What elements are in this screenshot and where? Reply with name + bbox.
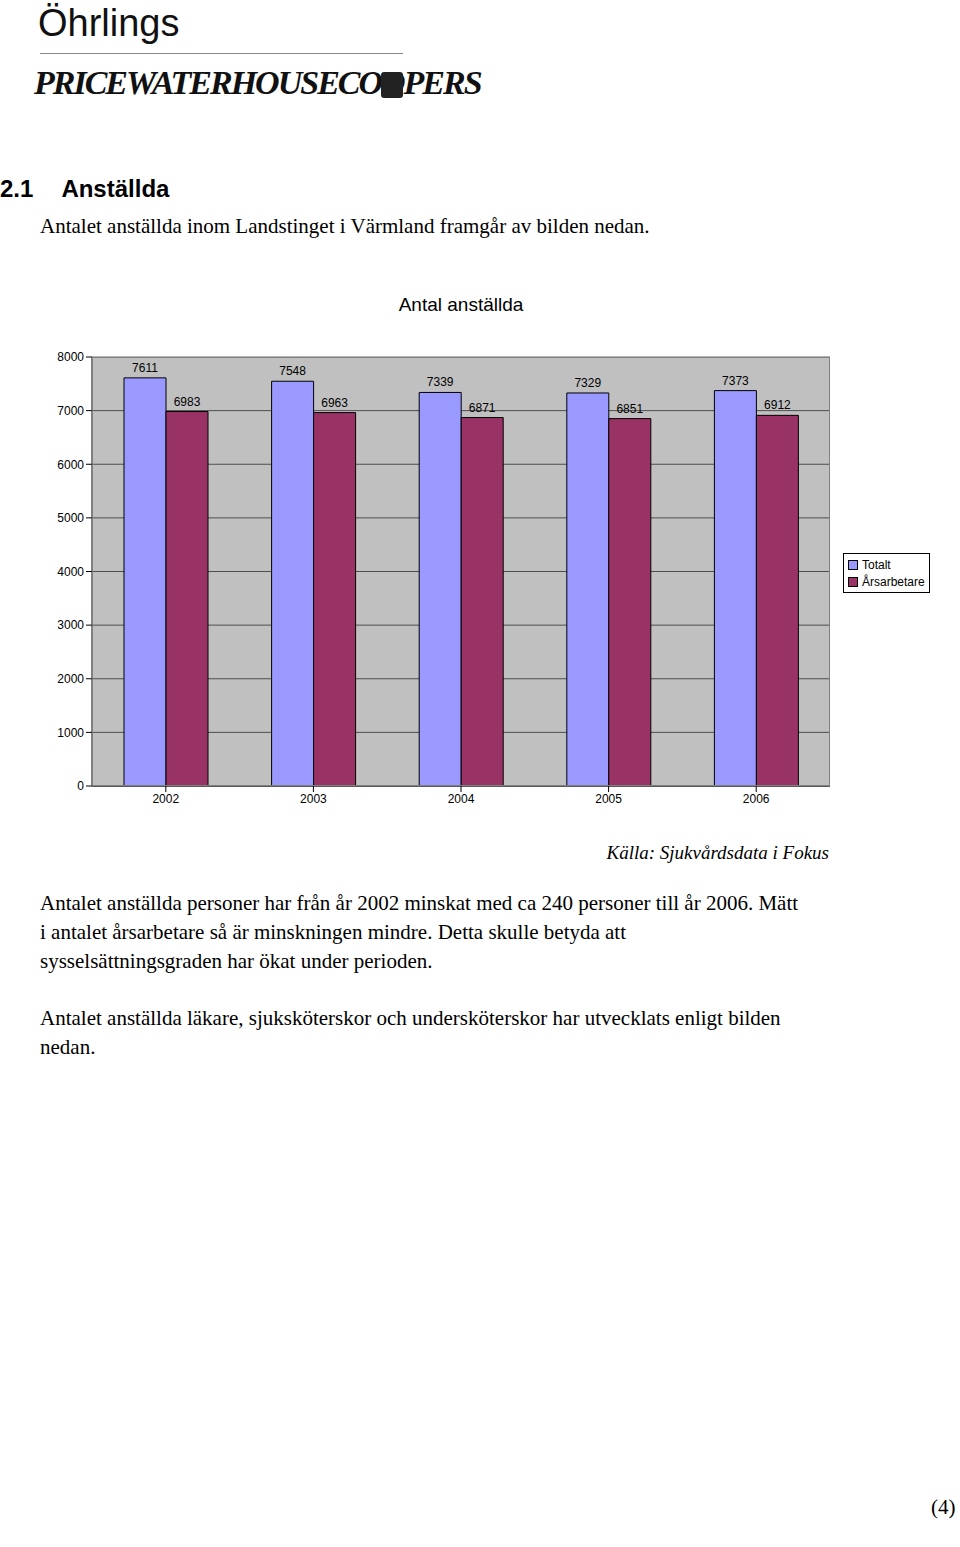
- svg-text:2005: 2005: [595, 792, 622, 806]
- svg-text:6000: 6000: [57, 458, 84, 472]
- svg-text:2002: 2002: [152, 792, 179, 806]
- svg-text:6912: 6912: [764, 398, 791, 412]
- svg-text:7339: 7339: [427, 375, 454, 389]
- html-text:i antalet årsarbetare så är mi: i antalet årsarbetare så är minskningen …: [40, 920, 626, 944]
- html-text:Antalet anställda läkare, sjuk: Antalet anställda läkare, sjuksköterskor…: [40, 1006, 781, 1030]
- svg-text:0: 0: [77, 779, 84, 793]
- html-text:sysselsättningsgraden har ökat: sysselsättningsgraden har ökat under per…: [40, 949, 433, 973]
- svg-text:6963: 6963: [321, 396, 348, 410]
- html-text:Antalet anställda inom Landsti: Antalet anställda inom Landstinget i Vär…: [40, 214, 650, 238]
- html-text:2.1: 2.1: [0, 175, 34, 202]
- svg-text:7000: 7000: [57, 404, 84, 418]
- html-text:Källa: Sjukvårdsdata i Fokus: Källa: Sjukvårdsdata i Fokus: [606, 842, 829, 863]
- html-text:Antal anställda: Antal anställda: [398, 294, 524, 315]
- html-text:Antalet anställda personer har: Antalet anställda personer har från år 2…: [40, 891, 799, 915]
- svg-text:7373: 7373: [722, 374, 749, 388]
- svg-text:8000: 8000: [57, 350, 84, 364]
- svg-text:7611: 7611: [132, 361, 158, 375]
- svg-text:1000: 1000: [57, 726, 84, 740]
- html-text:Öhrlings: Öhrlings: [38, 2, 180, 44]
- html-text:nedan.: nedan.: [40, 1035, 96, 1059]
- html-text:PRICEWATERHOUSECOOPERS: PRICEWATERHOUSECOOPERS: [34, 64, 481, 101]
- svg-text:6851: 6851: [616, 402, 643, 416]
- html-text:Anställda: Anställda: [61, 175, 170, 202]
- svg-text:5000: 5000: [57, 511, 84, 525]
- svg-text:6871: 6871: [469, 401, 496, 415]
- svg-text:4000: 4000: [57, 565, 84, 579]
- html-text:Årsarbetare: Årsarbetare: [862, 574, 925, 589]
- svg-text:2006: 2006: [743, 792, 770, 806]
- html-text:(4): (4): [931, 1495, 956, 1519]
- svg-text:3000: 3000: [57, 618, 84, 632]
- svg-text:7329: 7329: [574, 376, 601, 390]
- svg-text:2000: 2000: [57, 672, 84, 686]
- svg-text:2003: 2003: [300, 792, 327, 806]
- html-text:Totalt: Totalt: [862, 557, 891, 572]
- svg-text:2004: 2004: [448, 792, 475, 806]
- svg-text:6983: 6983: [174, 395, 201, 409]
- svg-text:7548: 7548: [279, 364, 306, 378]
